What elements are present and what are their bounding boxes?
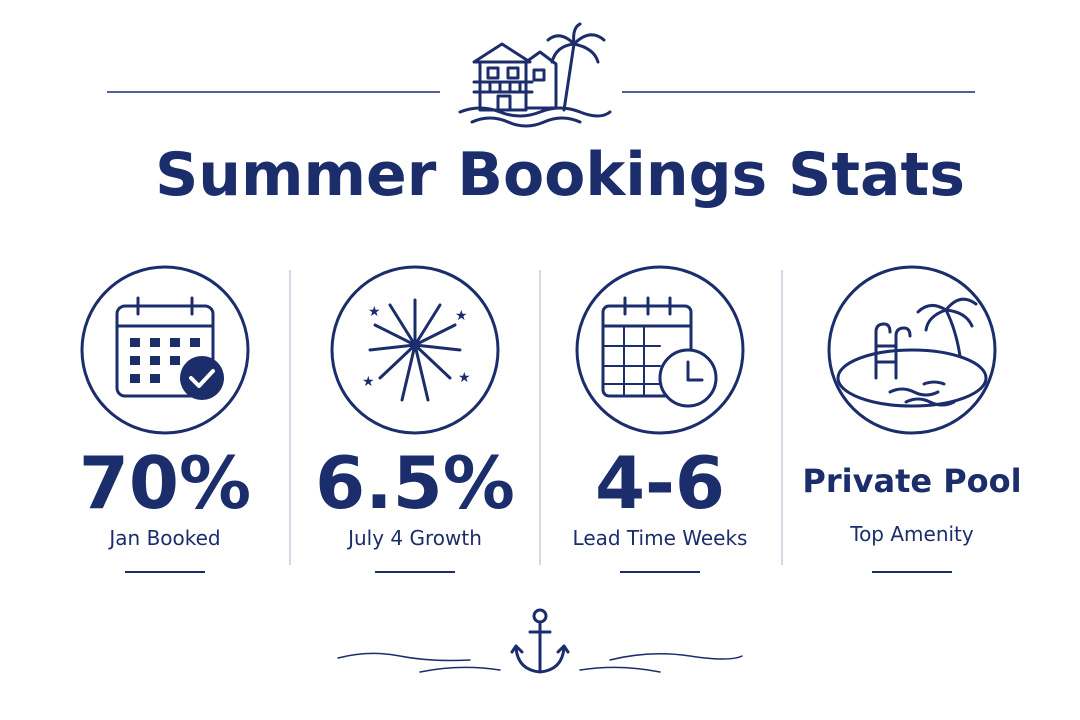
stat-value: 70% (79, 441, 251, 525)
svg-text:★: ★ (368, 304, 381, 320)
title: Summer Bookings Stats (155, 140, 965, 210)
house-palm-icon (458, 22, 612, 128)
fireworks-icon: ★ ★ ★ ★ (330, 265, 500, 435)
pool-icon (827, 265, 997, 435)
stat-label: Jan Booked (107, 526, 220, 550)
stat-label: Lead Time Weeks (573, 526, 748, 550)
svg-text:★: ★ (458, 370, 471, 386)
stat-value: 4-6 (595, 441, 725, 525)
calendar-clock-icon (575, 265, 745, 435)
stat-value: Private Pool (802, 462, 1021, 500)
stat-label: Top Amenity (849, 522, 974, 546)
svg-text:★: ★ (455, 308, 468, 324)
stat-label: July 4 Growth (346, 526, 482, 550)
anchor-icon (337, 608, 743, 674)
svg-text:★: ★ (362, 374, 375, 390)
stat-value: 6.5% (315, 441, 515, 525)
calendar-check-icon (80, 265, 250, 435)
